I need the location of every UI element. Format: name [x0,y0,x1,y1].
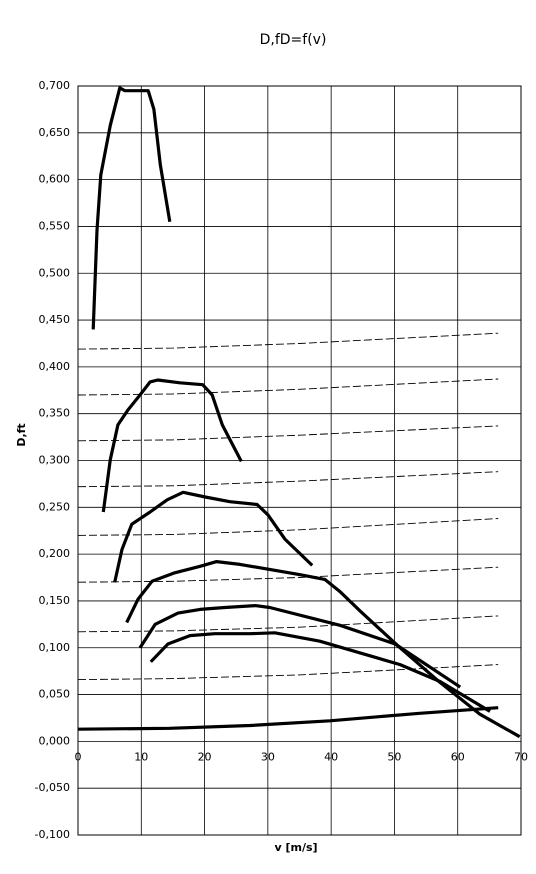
series-line [77,518,499,536]
y-tick-label: 0,350 [39,407,71,420]
x-tick-label: 30 [261,750,275,763]
y-tick-label: 0,300 [39,454,71,467]
series-line [77,425,499,442]
y-tick-label: 0,100 [39,641,71,654]
y-tick-label: 0,700 [39,79,71,92]
series-line [77,615,499,633]
y-tick-label: 0,150 [39,594,71,607]
plot-frame [77,85,522,836]
y-tick-label: 0,000 [39,734,71,747]
x-tick-label: 20 [198,750,212,763]
series-line [138,604,462,689]
x-tick-label: 40 [324,750,338,763]
y-tick-label: 0,050 [39,688,71,701]
y-tick-label: -0,100 [35,828,70,841]
y-tick-label: 0,250 [39,500,71,513]
series-line [113,490,314,583]
series-line [101,378,243,513]
series-line [77,664,499,681]
series-line [91,86,172,330]
y-tick-label: 0,400 [39,360,71,373]
x-tick-label: 50 [387,750,401,763]
y-tick-label: 0,500 [39,266,71,279]
x-tick-label: 10 [134,750,148,763]
series-line [77,566,499,583]
series-line [77,332,499,350]
series-line [77,471,499,488]
y-axis-label: D,ft [15,423,28,446]
series-line [149,631,491,713]
y-tick-label: -0,050 [35,781,70,794]
y-tick-label: 0,450 [39,313,71,326]
y-tick-label: 0,550 [39,219,71,232]
y-tick-label: 0,200 [39,547,71,560]
series-line [77,706,499,731]
x-axis-label: v [m/s] [274,841,317,854]
series-line [125,560,521,739]
y-tick-label: 0,600 [39,173,71,186]
chart-title: D,fD=f(v) [260,32,327,48]
series-line [77,378,499,396]
y-tick-label: 0,650 [39,126,71,139]
x-tick-label: 60 [451,750,465,763]
